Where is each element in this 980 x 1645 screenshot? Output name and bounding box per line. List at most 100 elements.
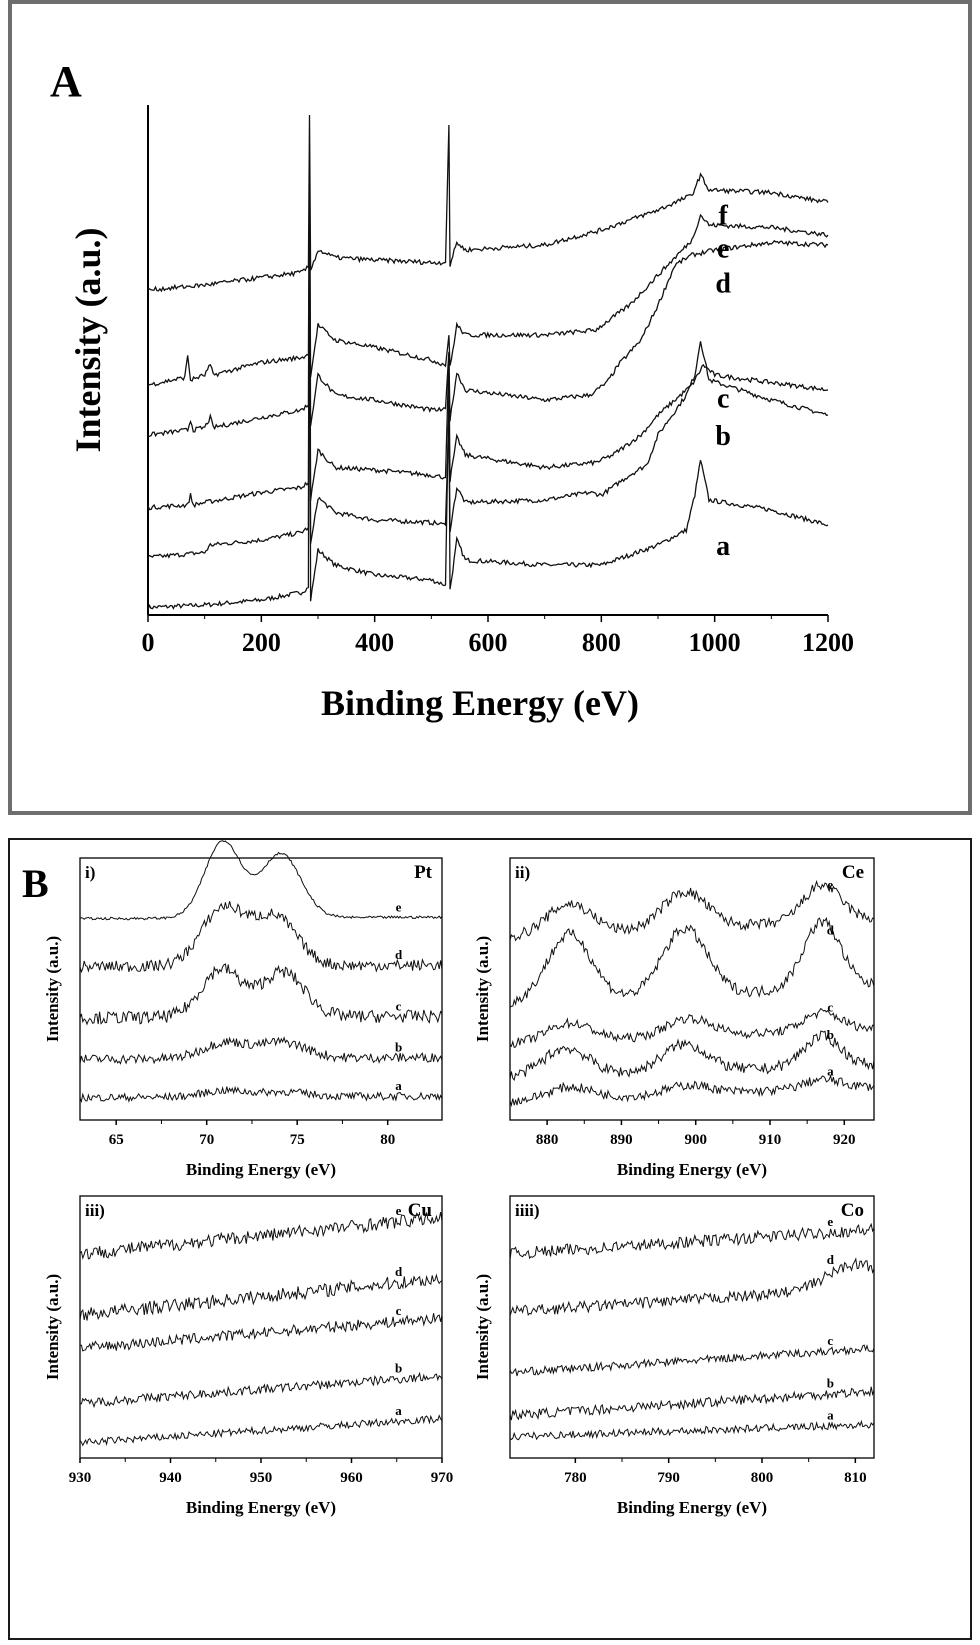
chart-b-iv: 780 790 800 810 Binding Energy (eV) Intensity…	[473, 1195, 875, 1517]
series-e-line	[147, 164, 829, 387]
series-d-line	[79, 901, 443, 974]
x-tick-label: 780	[564, 1470, 587, 1486]
series-b-line	[147, 164, 829, 559]
x-tick-label: 910	[759, 1132, 782, 1148]
element-label: Pt	[414, 862, 433, 883]
x-tick-label: 890	[610, 1132, 633, 1148]
y-axis-label: Intensity (a.u.)	[473, 1274, 492, 1380]
series-label-c: c	[396, 998, 402, 1013]
x-axis-label: Binding Energy (eV)	[186, 1498, 336, 1517]
chart-b-ii: 880 890 900 910 920 Binding Energy (eV) Intens…	[473, 857, 875, 1179]
x-tick-label: 960	[340, 1470, 363, 1486]
x-tick-label: 600	[469, 628, 508, 657]
panel-b	[8, 838, 972, 1640]
series-label-c: c	[827, 999, 833, 1014]
panel-b-label: B	[22, 861, 49, 906]
y-axis-label: Intensity (a.u.)	[43, 1274, 62, 1380]
series-label-a: a	[716, 531, 730, 562]
x-tick-label: 940	[159, 1470, 182, 1486]
x-tick-label: 810	[844, 1470, 867, 1486]
series-d-line	[79, 1273, 443, 1321]
series-label-b: b	[395, 1360, 402, 1375]
x-tick-label: 900	[684, 1132, 707, 1148]
subplot-label: i)	[85, 863, 95, 882]
series-f-line	[147, 114, 829, 293]
y-axis-label: Intensity (a.u.)	[43, 936, 62, 1042]
x-tick-label: 80	[380, 1132, 395, 1148]
series-label-a: a	[395, 1403, 402, 1418]
series-a-line	[147, 164, 829, 610]
chart-b-i: 65 70 75 80 Binding Energy (eV) Intensity (a.…	[43, 840, 443, 1179]
x-tick-label: 200	[242, 628, 281, 657]
element-label: Co	[841, 1200, 864, 1221]
y-axis-label: Intensity (a.u.)	[473, 936, 492, 1042]
series-b-line	[79, 1371, 443, 1409]
series-label-c: c	[717, 384, 729, 415]
x-tick-label: 1000	[689, 628, 741, 657]
y-axis-label: Intensity (a.u.)	[68, 227, 108, 452]
series-label-d: d	[715, 269, 731, 300]
panel-a-label: A	[50, 57, 82, 106]
x-tick-label: 65	[109, 1132, 124, 1148]
series-label-a: a	[395, 1078, 402, 1093]
series-b-line	[509, 1386, 875, 1421]
series-b-line	[79, 1036, 443, 1065]
subplot-label: iiii)	[515, 1201, 540, 1220]
series-d-line	[509, 1257, 875, 1317]
series-a-line	[79, 1085, 443, 1104]
x-tick-label: 970	[431, 1470, 454, 1486]
series-label-e: e	[827, 877, 833, 892]
x-axis-label: Binding Energy (eV)	[617, 1160, 767, 1179]
chart-b-iii: 930 940 950 960 970 Binding Energy (eV) Intens…	[43, 1195, 454, 1517]
plot-frame	[509, 857, 875, 1121]
series-label-e: e	[396, 1203, 402, 1218]
panel-a	[8, 0, 972, 815]
x-tick-label: 0	[142, 628, 155, 657]
series-label-c: c	[827, 1333, 833, 1348]
subplot-label: iii)	[85, 1201, 105, 1220]
x-tick-label: 1200	[802, 628, 854, 657]
series-label-d: d	[827, 1252, 835, 1267]
series-c-line	[509, 1007, 875, 1049]
chart-a: 0 200 400 600 800 1000 1200 Binding Energy (eV)…	[68, 105, 854, 723]
series-label-f: f	[719, 201, 729, 232]
series-c-line	[79, 1313, 443, 1352]
series-label-a: a	[827, 1064, 834, 1079]
x-tick-label: 950	[250, 1470, 273, 1486]
series-a-line	[79, 1414, 443, 1447]
series-label-d: d	[395, 1264, 403, 1279]
series-label-e: e	[396, 899, 402, 914]
x-tick-label: 880	[536, 1132, 559, 1148]
series-label-b: b	[395, 1040, 402, 1055]
series-a-line	[509, 1074, 875, 1108]
series-c-line	[147, 164, 829, 511]
plot-frame	[509, 1195, 875, 1459]
x-tick-label: 800	[582, 628, 621, 657]
plots-layer: 0 200 400 600 800 1000 1200 Binding Energy (eV)…	[43, 105, 875, 1517]
series-e-line	[79, 1212, 443, 1260]
series-e-line	[509, 1222, 875, 1261]
series-e-line	[509, 879, 875, 942]
series-label-e: e	[827, 1214, 833, 1229]
series-label-b: b	[715, 421, 731, 452]
series-c-line	[79, 963, 443, 1026]
series-a-line	[509, 1419, 875, 1441]
x-axis-label: Binding Energy (eV)	[617, 1498, 767, 1517]
series-label-c: c	[396, 1303, 402, 1318]
x-tick-label: 400	[355, 628, 394, 657]
series-d-line	[147, 164, 829, 438]
plot-frame	[79, 857, 443, 1121]
x-tick-label: 800	[751, 1470, 774, 1486]
x-axis-label: Binding Energy (eV)	[321, 683, 639, 723]
x-tick-label: 920	[833, 1132, 856, 1148]
series-label-d: d	[827, 923, 835, 938]
series-label-b: b	[827, 1375, 834, 1390]
x-tick-label: 790	[657, 1470, 680, 1486]
element-label: Ce	[842, 862, 864, 883]
x-tick-label: 75	[290, 1132, 305, 1148]
series-label-a: a	[827, 1408, 834, 1423]
series-c-line	[509, 1344, 875, 1377]
series-label-b: b	[827, 1027, 834, 1042]
x-tick-label: 930	[69, 1470, 92, 1486]
